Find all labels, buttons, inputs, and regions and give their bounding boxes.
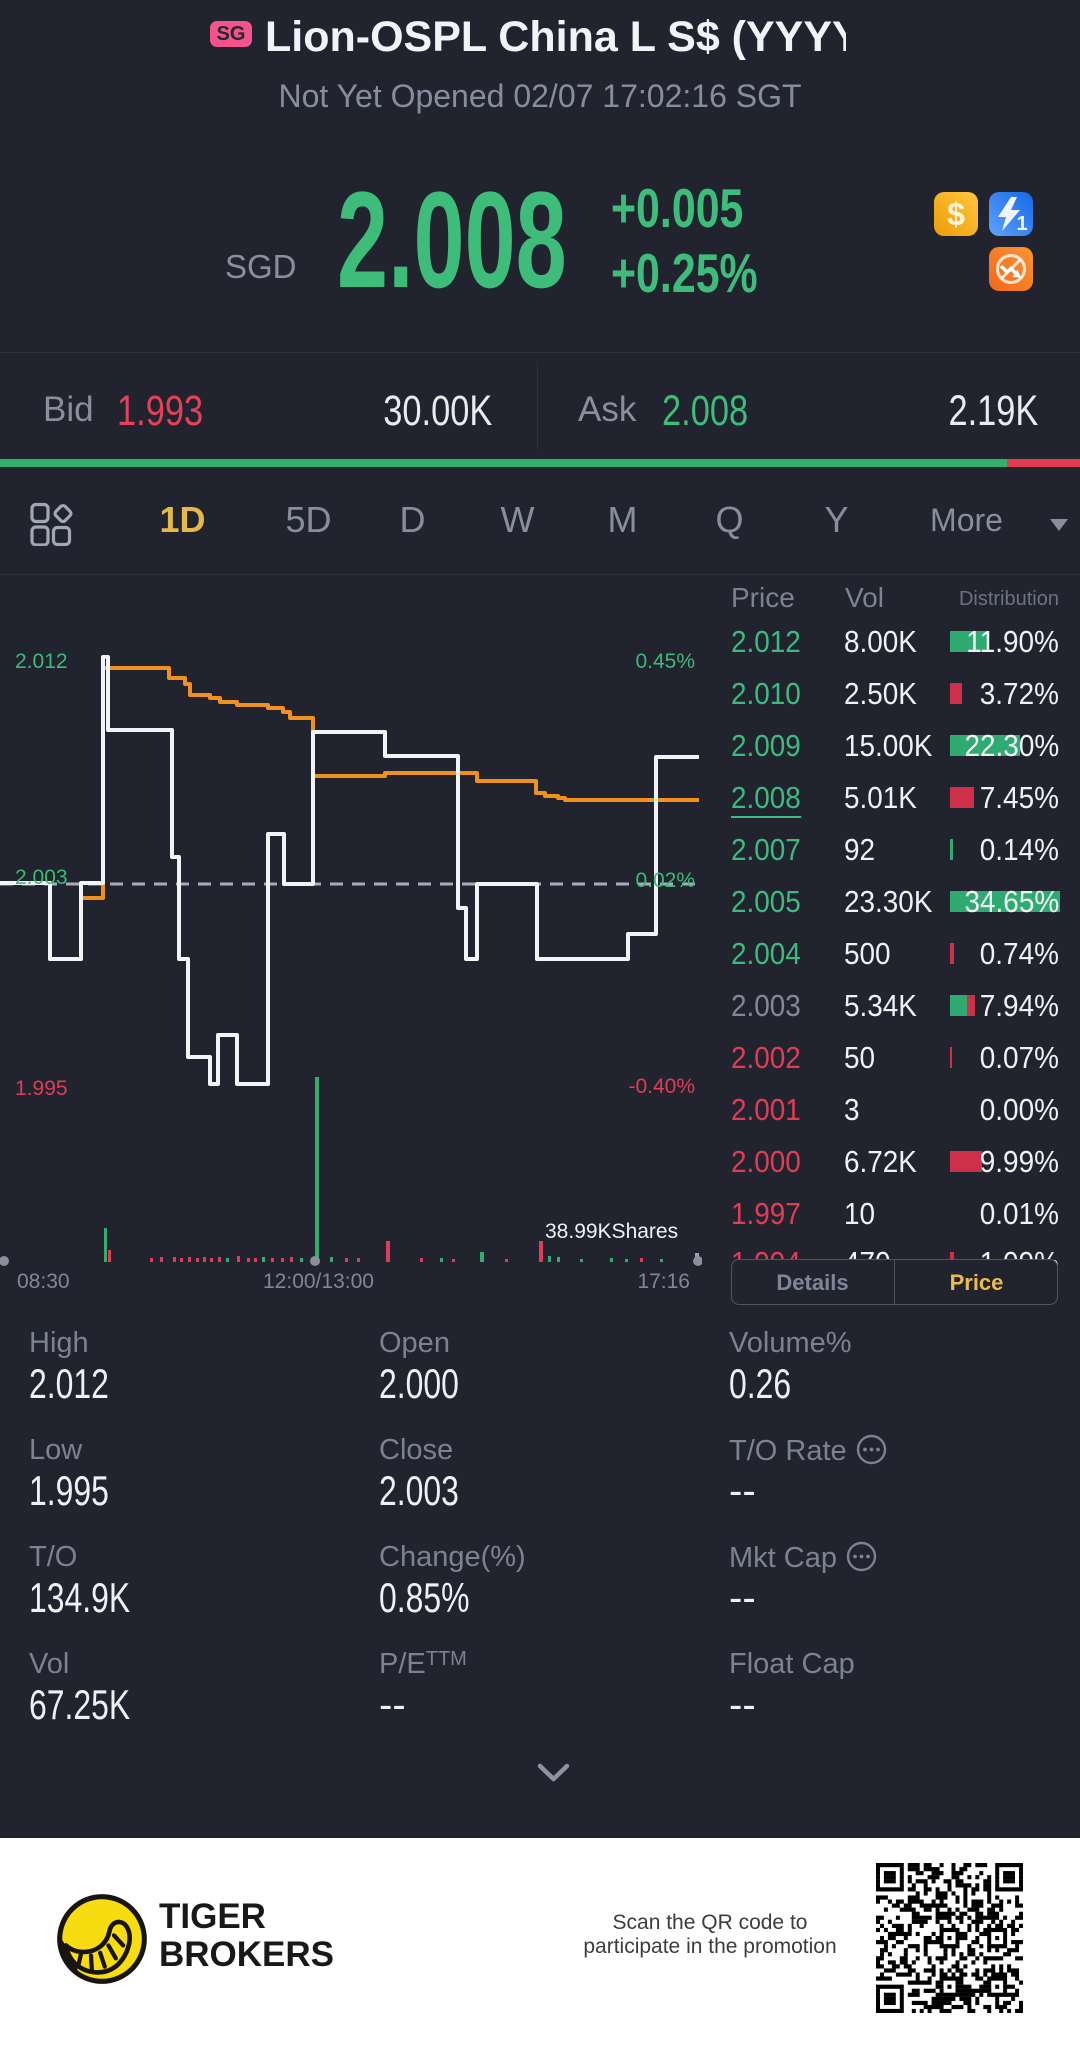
svg-text:1: 1 <box>1016 213 1027 235</box>
svg-text:$: $ <box>947 196 965 232</box>
